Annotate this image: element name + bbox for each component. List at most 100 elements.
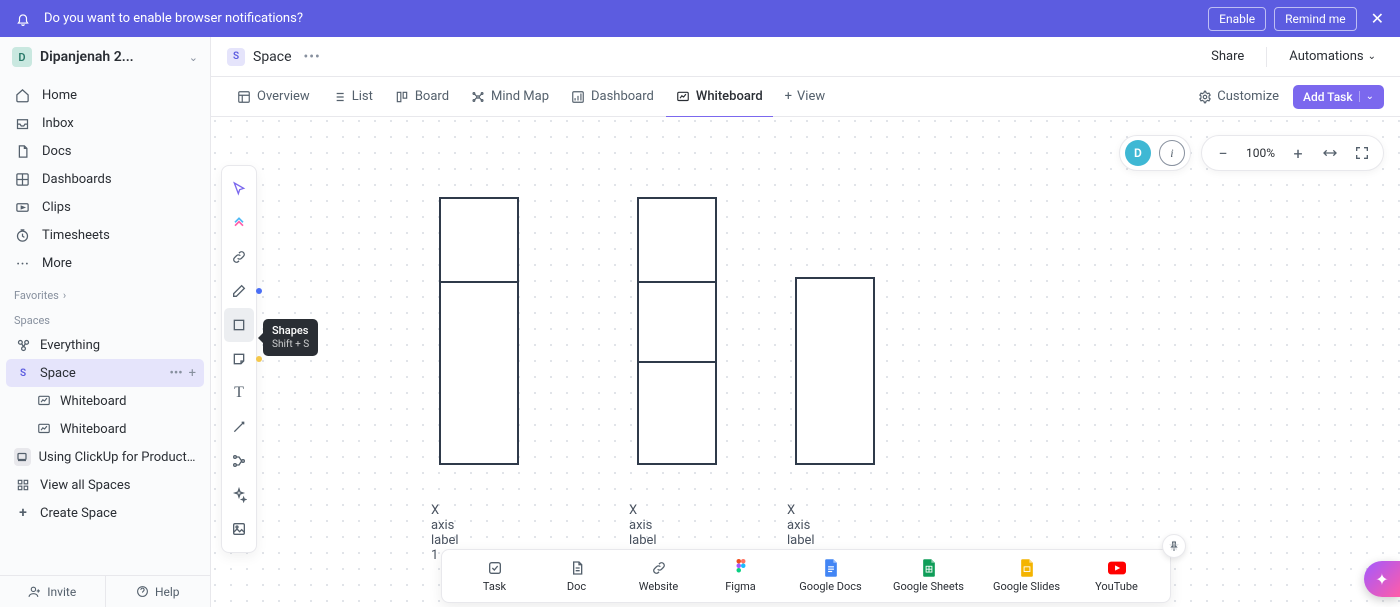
user-avatar[interactable]: D: [1125, 140, 1151, 166]
sticky-note-tool[interactable]: [224, 342, 254, 376]
enable-button[interactable]: Enable: [1208, 7, 1266, 31]
chevron-down-icon: ⌄: [1359, 91, 1374, 102]
view-label: Board: [415, 89, 449, 104]
share-button[interactable]: Share: [1203, 45, 1252, 68]
sidebar-item-label: Space: [40, 366, 76, 381]
sidebar-item-space[interactable]: S Space ••• +: [6, 359, 204, 387]
sidebar-item-timesheets[interactable]: Timesheets: [6, 221, 204, 249]
clickup-tool[interactable]: [224, 206, 254, 240]
ai-fab-button[interactable]: ✦: [1364, 561, 1400, 597]
sidebar-item-more[interactable]: More: [6, 249, 204, 277]
sidebar-item-whiteboard-1[interactable]: Whiteboard: [6, 387, 204, 415]
view-icon: [237, 90, 251, 104]
insert-doc[interactable]: Doc: [538, 556, 616, 596]
insert-figma[interactable]: Figma: [702, 556, 780, 596]
doc-icon: [568, 559, 586, 577]
image-tool[interactable]: [224, 512, 254, 546]
zoom-level[interactable]: 100%: [1240, 146, 1281, 160]
notification-text: Do you want to enable browser notificati…: [44, 11, 303, 26]
ai-tool[interactable]: [224, 478, 254, 512]
link-tool[interactable]: [224, 240, 254, 274]
add-task-button[interactable]: Add Task ⌄: [1293, 85, 1384, 109]
close-icon[interactable]: ✕: [1371, 9, 1384, 28]
plus-icon[interactable]: +: [189, 366, 196, 381]
google-slides-icon: [1018, 559, 1036, 577]
zoom-in-button[interactable]: +: [1283, 138, 1313, 168]
pen-tool[interactable]: [224, 274, 254, 308]
sidebar-item-label: Whiteboard: [60, 394, 126, 409]
docs-icon: [14, 144, 30, 159]
chart-column[interactable]: [795, 277, 875, 465]
text-tool[interactable]: T: [224, 376, 254, 410]
chart-column[interactable]: [439, 197, 519, 465]
customize-label: Customize: [1217, 89, 1279, 104]
sidebar-item-label: Create Space: [40, 506, 117, 521]
insert-website[interactable]: Website: [620, 556, 698, 596]
diagram-tool[interactable]: [224, 444, 254, 478]
view-label: List: [352, 89, 373, 104]
zoom-out-button[interactable]: −: [1208, 138, 1238, 168]
sidebar-item-inbox[interactable]: Inbox: [6, 109, 204, 137]
collaborators-pill: D i: [1119, 135, 1191, 171]
favorites-label: Favorites: [14, 289, 59, 302]
insert-label: Google Docs: [799, 580, 861, 593]
sidebar-item-clickup-productivity[interactable]: Using ClickUp for Productivity: [6, 443, 204, 471]
breadcrumb-name[interactable]: Space: [253, 49, 292, 65]
sidebar-item-home[interactable]: Home: [6, 81, 204, 109]
youtube-icon: [1108, 559, 1126, 577]
sidebar-item-clips[interactable]: Clips: [6, 193, 204, 221]
add-view-button[interactable]: +View: [775, 89, 836, 104]
spaces-label: Spaces: [14, 314, 50, 327]
sidebar-item-everything[interactable]: Everything: [6, 331, 204, 359]
sidebar-item-label: Inbox: [42, 116, 74, 131]
select-tool[interactable]: [224, 172, 254, 206]
view-icon: [395, 90, 409, 104]
fullscreen-button[interactable]: [1347, 138, 1377, 168]
pin-icon[interactable]: [1162, 534, 1186, 558]
timesheets-icon: [14, 228, 30, 243]
favorites-section[interactable]: Favorites ›: [0, 281, 210, 306]
insert-youtube[interactable]: YouTube: [1078, 556, 1156, 596]
chevron-down-icon: ⌄: [189, 51, 198, 64]
tab-board[interactable]: Board: [385, 77, 459, 117]
breadcrumb-bar: S Space ••• Share Automations ⌄: [211, 37, 1400, 77]
sidebar-item-docs[interactable]: Docs: [6, 137, 204, 165]
insert-google-docs[interactable]: Google Docs: [784, 556, 878, 596]
workspace-switcher[interactable]: D Dipanjenah 2... ⌄: [0, 37, 210, 77]
tab-list[interactable]: List: [322, 77, 383, 117]
customize-button[interactable]: Customize: [1198, 89, 1279, 104]
sidebar-item-view-all-spaces[interactable]: View all Spaces: [6, 471, 204, 499]
tab-overview[interactable]: Overview: [227, 77, 320, 117]
connector-tool[interactable]: [224, 410, 254, 444]
help-button[interactable]: Help: [106, 576, 211, 607]
view-icon: [332, 90, 346, 104]
whiteboard-canvas[interactable]: T Shapes Shift + S D i − 100% +: [211, 117, 1400, 607]
tab-dashboard[interactable]: Dashboard: [561, 77, 664, 117]
space-icon: S: [227, 48, 245, 66]
shapes-tool[interactable]: [224, 308, 254, 342]
insert-task[interactable]: Task: [456, 556, 534, 596]
more-icon[interactable]: •••: [169, 366, 182, 381]
insert-bar: Task DocWebsiteFigma Google Docs Google She…: [441, 549, 1171, 603]
sidebar-item-label: Whiteboard: [60, 422, 126, 437]
insert-google-sheets[interactable]: Google Sheets: [882, 556, 976, 596]
chart-column[interactable]: [637, 197, 717, 465]
tooltip-title: Shapes: [272, 324, 309, 338]
chevron-right-icon: ›: [63, 289, 66, 302]
automations-button[interactable]: Automations ⌄: [1281, 45, 1384, 68]
fit-width-button[interactable]: [1315, 138, 1345, 168]
info-icon[interactable]: i: [1159, 140, 1185, 166]
tool-palette: T: [221, 165, 257, 553]
more-icon[interactable]: •••: [300, 49, 325, 65]
sidebar-item-label: Docs: [42, 144, 71, 159]
sidebar-item-create-space[interactable]: + Create Space: [6, 499, 204, 527]
insert-label: Task: [483, 580, 506, 593]
sidebar-item-dashboards[interactable]: Dashboards: [6, 165, 204, 193]
remind-me-button[interactable]: Remind me: [1274, 7, 1356, 31]
tab-mind-map[interactable]: Mind Map: [461, 77, 559, 117]
view-icon: [676, 90, 690, 104]
tab-whiteboard[interactable]: Whiteboard: [666, 77, 773, 117]
invite-button[interactable]: Invite: [0, 576, 106, 607]
sidebar-item-whiteboard-2[interactable]: Whiteboard: [6, 415, 204, 443]
insert-google-slides[interactable]: Google Slides: [980, 556, 1074, 596]
